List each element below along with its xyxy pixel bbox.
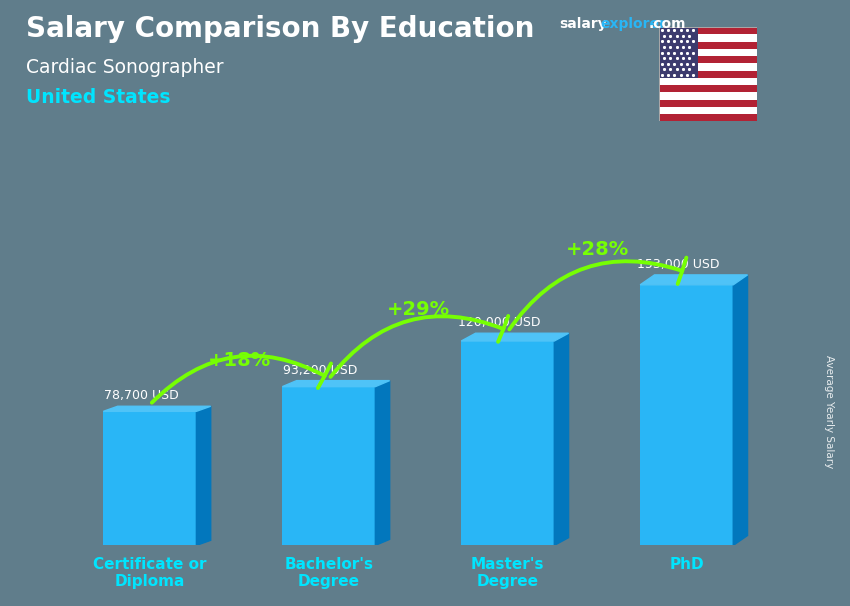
- Polygon shape: [640, 275, 747, 285]
- Bar: [462, 341, 554, 545]
- Bar: [659, 99, 756, 107]
- Text: Cardiac Sonographer: Cardiac Sonographer: [26, 58, 223, 76]
- Polygon shape: [282, 381, 389, 387]
- Polygon shape: [196, 406, 211, 545]
- Bar: [659, 71, 756, 78]
- Text: 153,000 USD: 153,000 USD: [637, 258, 719, 271]
- Bar: [659, 35, 756, 42]
- Bar: [282, 387, 376, 545]
- Text: Salary Comparison By Education: Salary Comparison By Education: [26, 15, 534, 43]
- Text: Average Yearly Salary: Average Yearly Salary: [824, 356, 834, 468]
- Text: explorer: explorer: [600, 17, 666, 31]
- Bar: [104, 411, 196, 545]
- Text: 78,700 USD: 78,700 USD: [104, 390, 178, 402]
- Text: .com: .com: [649, 17, 686, 31]
- Text: +28%: +28%: [565, 240, 629, 259]
- Bar: [659, 85, 756, 92]
- Polygon shape: [462, 333, 569, 341]
- Polygon shape: [376, 381, 389, 545]
- Text: +18%: +18%: [207, 351, 271, 370]
- Bar: [659, 107, 756, 114]
- Bar: [659, 92, 756, 99]
- Bar: [659, 49, 756, 56]
- Bar: [659, 114, 756, 121]
- Text: 120,000 USD: 120,000 USD: [457, 316, 540, 330]
- Polygon shape: [734, 275, 747, 545]
- Polygon shape: [104, 406, 211, 411]
- Bar: [659, 64, 756, 71]
- Text: salary: salary: [559, 17, 607, 31]
- Bar: [659, 27, 698, 78]
- Bar: [640, 285, 734, 545]
- Text: 93,200 USD: 93,200 USD: [283, 364, 357, 377]
- Bar: [659, 78, 756, 85]
- Bar: [659, 42, 756, 49]
- Polygon shape: [554, 333, 569, 545]
- Bar: [659, 56, 756, 64]
- Bar: [659, 27, 756, 35]
- Text: +29%: +29%: [387, 301, 450, 319]
- Text: United States: United States: [26, 88, 170, 107]
